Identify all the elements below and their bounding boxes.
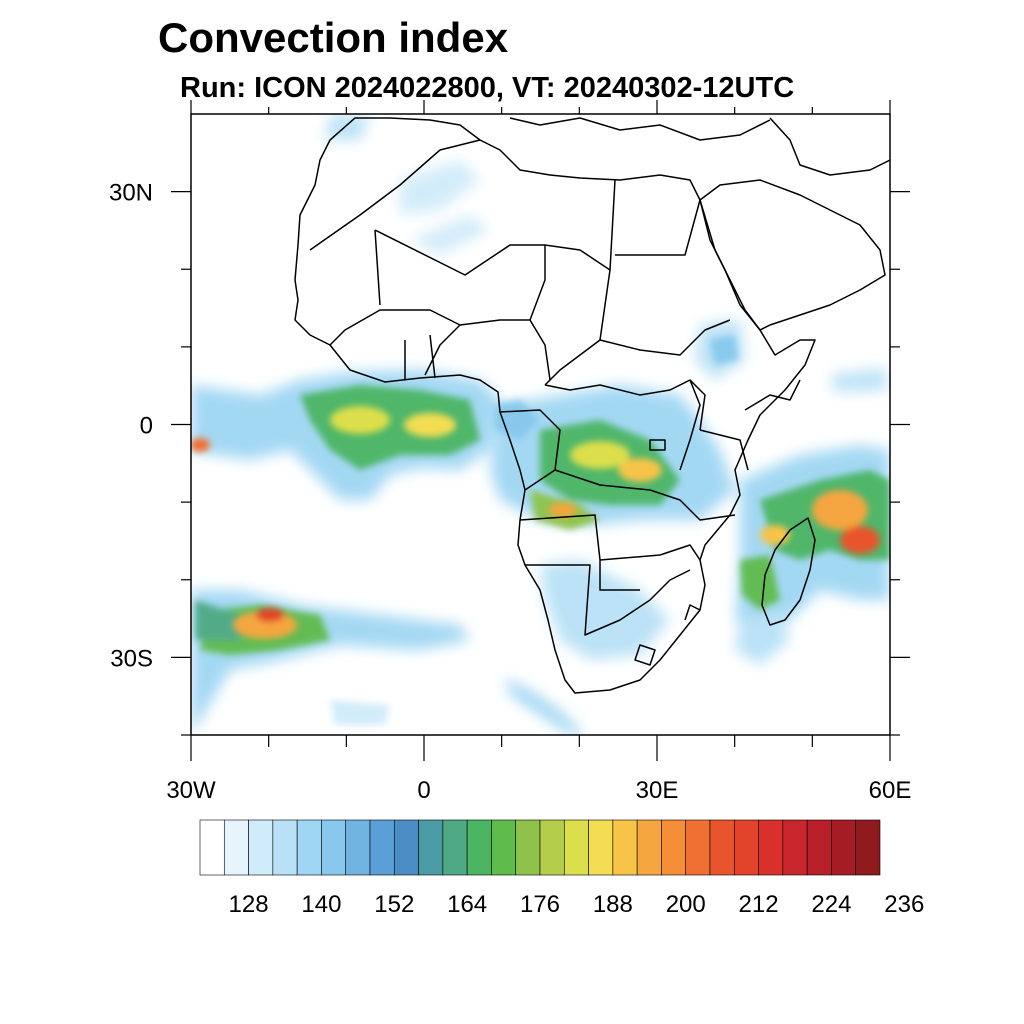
colorbar-box bbox=[539, 819, 565, 876]
colorbar-tick-label: 176 bbox=[520, 891, 560, 918]
lat-tick-label: 30N bbox=[109, 180, 153, 207]
lon-tick-label: 60E bbox=[869, 777, 912, 804]
colorbar-tick-label: 188 bbox=[593, 891, 633, 918]
colorbar-box bbox=[612, 819, 638, 876]
colorbar-box bbox=[855, 819, 881, 876]
colorbar-box bbox=[709, 819, 735, 876]
colorbar-tick-label: 224 bbox=[811, 891, 851, 918]
colorbar-box bbox=[831, 819, 857, 876]
colorbar-box bbox=[782, 819, 808, 876]
lon-tick-label: 30W bbox=[166, 777, 216, 804]
colorbar-box bbox=[442, 819, 468, 876]
convection-field bbox=[191, 115, 890, 735]
colorbar-box bbox=[685, 819, 711, 876]
colorbar-box bbox=[223, 819, 249, 876]
colorbar-box bbox=[418, 819, 444, 876]
colorbar-tick-label: 236 bbox=[884, 891, 924, 918]
colorbar-box bbox=[563, 819, 589, 876]
colorbar-labels: 128 140 152 164 176 188 200 212 224 236 bbox=[229, 891, 925, 918]
map-subtitle: Run: ICON 2024022800, VT: 20240302-12UTC bbox=[180, 72, 795, 104]
colorbar-box bbox=[588, 819, 614, 876]
lat-tick-label: 0 bbox=[140, 413, 153, 440]
colorbar-box bbox=[199, 819, 225, 876]
axis-ticks bbox=[171, 100, 910, 761]
country-borders bbox=[294, 117, 890, 694]
colorbar-box bbox=[321, 819, 347, 876]
lon-tick-label: 0 bbox=[417, 777, 430, 804]
colorbar-box bbox=[296, 819, 322, 876]
axis-tick-labels: 30W 0 30E 60E 30N 0 30S bbox=[109, 180, 911, 804]
colorbar-box bbox=[733, 819, 759, 876]
colorbar-box bbox=[515, 819, 541, 876]
colorbar-box bbox=[345, 819, 371, 876]
colorbar-tick-label: 212 bbox=[739, 891, 779, 918]
colorbar-box bbox=[806, 819, 832, 876]
colorbar-box bbox=[636, 819, 662, 876]
colorbar-tick-label: 128 bbox=[229, 891, 269, 918]
colorbar-box bbox=[272, 819, 298, 876]
colorbar-box bbox=[491, 819, 517, 876]
colorbar-tick-label: 200 bbox=[666, 891, 706, 918]
colorbar-box bbox=[661, 819, 687, 876]
colorbar-tick-label: 164 bbox=[447, 891, 487, 918]
colorbar-box bbox=[248, 819, 274, 876]
lon-tick-label: 30E bbox=[636, 777, 679, 804]
colorbar-box bbox=[758, 819, 784, 876]
colorbar-tick-label: 152 bbox=[374, 891, 414, 918]
colorbar-tick-label: 140 bbox=[301, 891, 341, 918]
colorbar-box bbox=[466, 819, 492, 876]
map-title: Convection index bbox=[158, 14, 509, 61]
colorbar-box bbox=[393, 819, 419, 876]
colorbar bbox=[199, 819, 881, 876]
lat-tick-label: 30S bbox=[110, 645, 153, 672]
colorbar-box bbox=[369, 819, 395, 876]
